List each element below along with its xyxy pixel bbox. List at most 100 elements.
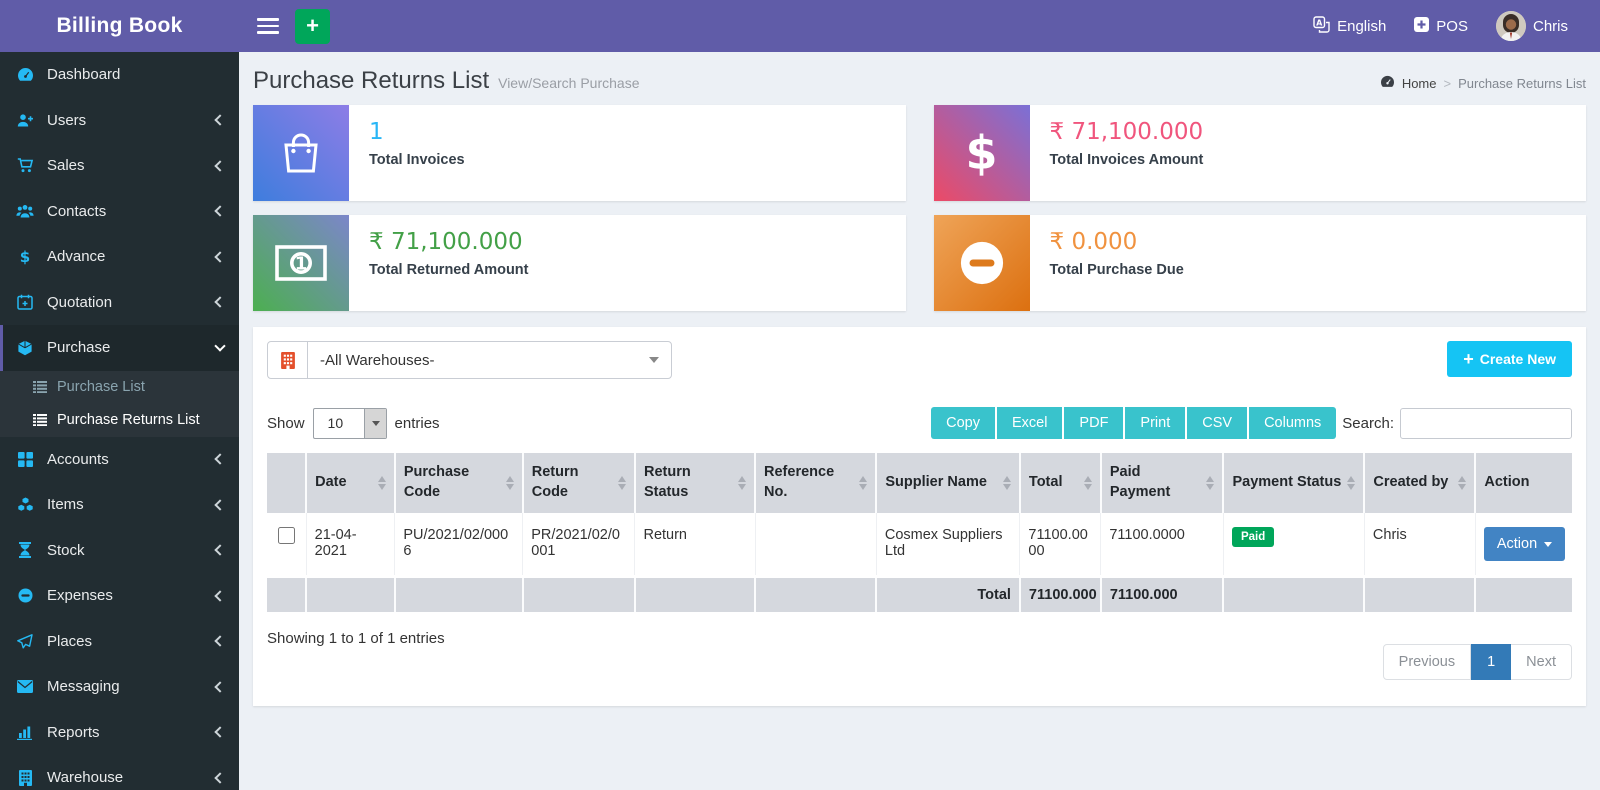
breadcrumb-current: Purchase Returns List [1458,75,1586,91]
plus-icon: + [1463,349,1474,369]
breadcrumb-home-link[interactable]: Home [1401,75,1437,91]
chevron-left-icon [214,590,226,602]
col-payment-status[interactable]: Payment Status [1223,453,1366,513]
sidebar-item-quotation[interactable]: Quotation [0,280,239,326]
main-content: Purchase Returns List View/Search Purcha… [239,0,1600,706]
col-return-status[interactable]: Return Status [634,453,757,513]
search-input[interactable] [1400,407,1572,439]
pos-label: POS [1436,17,1468,35]
chevron-left-icon [214,681,226,693]
show-label: Show [267,414,305,432]
menu-toggle-icon[interactable] [257,18,279,34]
print-button[interactable]: Print [1125,407,1186,439]
sidebar-item-places[interactable]: Places [0,619,239,665]
stat-value: ₹ 71,100.000 [1049,119,1204,145]
svg-text:A: A [1316,18,1323,27]
sidebar-item-items[interactable]: Items [0,482,239,528]
pos-button[interactable]: POS [1400,16,1482,36]
col-date[interactable]: Date [306,453,396,513]
col-reference-no[interactable]: Reference No. [755,453,878,513]
sort-icon [1347,476,1356,490]
cube-icon [15,340,35,356]
stat-label: Total Purchase Due [1049,262,1184,278]
cell-date: 21-04-2021 [306,513,396,577]
minus-circle-icon [15,588,35,603]
page-1-button[interactable]: 1 [1471,644,1512,680]
sort-icon [738,476,747,490]
cell-reference-no [755,513,877,577]
chevron-left-icon [214,499,226,511]
col-return-code[interactable]: Return Code [522,453,636,513]
stat-label: Total Returned Amount [369,262,529,278]
col-created-by[interactable]: Created by [1364,453,1477,513]
list-icon [33,381,47,393]
stat-value: ₹ 0.000 [1049,229,1138,255]
breadcrumb: Home > Purchase Returns List [1380,75,1586,91]
sidebar-item-stock[interactable]: Stock [0,528,239,574]
cell-paid-payment: 71100.0000 [1100,513,1224,577]
sidebar-item-reports[interactable]: Reports [0,710,239,756]
sidebar-item-expenses[interactable]: Expenses [0,573,239,619]
language-menu[interactable]: A English [1299,15,1400,37]
stat-card-total-purchase-due: ₹ 0.000 Total Purchase Due [933,215,1586,311]
action-button[interactable]: Action [1483,527,1566,561]
sidebar-item-warehouse[interactable]: Warehouse [0,755,239,790]
row-checkbox[interactable] [277,527,295,544]
users-group-icon [15,204,35,219]
col-action: Action [1475,453,1572,513]
footer-paid-value: 71100.000 [1100,575,1225,612]
warehouse-select[interactable]: -All Warehouses- [267,341,672,379]
cart-icon [15,158,35,173]
topbar: Billing Book + A English POS Chris [0,0,1600,52]
col-purchase-code[interactable]: Purchase Code [394,453,524,513]
table-row: 21-04-2021 PU/2021/02/0006 PR/2021/02/00… [267,513,1572,577]
list-panel: -All Warehouses- + Create New Show 10 en… [253,327,1586,706]
pdf-button[interactable]: PDF [1064,407,1124,439]
create-new-button[interactable]: + Create New [1447,341,1572,377]
stat-card-total-invoices: 1 Total Invoices [253,105,906,201]
user-menu[interactable]: Chris [1482,11,1582,41]
stat-label: Total Invoices Amount [1049,152,1204,168]
chevron-left-icon [214,296,226,308]
stat-value: 1 [369,119,384,145]
app-title: Billing Book [56,14,183,37]
quick-add-button[interactable]: + [295,8,330,44]
purchase-submenu: Purchase List Purchase Returns List [0,370,239,437]
columns-button[interactable]: Columns [1249,407,1337,439]
chevron-left-icon [214,251,226,263]
sidebar-item-sales[interactable]: Sales [0,143,239,189]
sidebar-item-purchase-returns-list[interactable]: Purchase Returns List [0,404,239,437]
col-total[interactable]: Total [1019,453,1102,513]
dollar-icon: $ [15,249,35,265]
sidebar-item-messaging[interactable]: Messaging [0,664,239,710]
search-label: Search: [1342,414,1394,432]
chevron-left-icon [214,453,226,465]
next-button[interactable]: Next [1511,644,1572,680]
sort-icon [1002,476,1011,490]
chevron-left-icon [214,726,226,738]
sidebar-item-purchase-list[interactable]: Purchase List [0,371,239,404]
sidebar-item-advance[interactable]: $ Advance [0,234,239,280]
previous-button[interactable]: Previous [1382,644,1472,680]
sidebar-item-purchase[interactable]: Purchase [0,325,239,371]
shopping-bag-icon [253,105,349,201]
col-supplier-name[interactable]: Supplier Name [876,453,1021,513]
cell-created-by: Chris [1364,513,1476,577]
export-button-group: Copy Excel PDF Print CSV Columns [931,407,1337,439]
svg-text:$: $ [20,249,30,265]
csv-button[interactable]: CSV [1187,407,1248,439]
sidebar-item-contacts[interactable]: Contacts [0,189,239,235]
excel-button[interactable]: Excel [996,407,1063,439]
copy-button[interactable]: Copy [931,407,995,439]
col-paid-payment[interactable]: Paid Payment [1100,453,1225,513]
sidebar-item-accounts[interactable]: Accounts [0,437,239,483]
avatar [1495,11,1526,41]
page-size-select[interactable]: 10 [312,407,387,439]
paper-plane-icon [15,633,35,649]
stat-card-total-returned-amount: 1 ₹ 71,100.000 Total Returned Amount [253,215,906,311]
sidebar-item-users[interactable]: Users [0,98,239,144]
chevron-down-icon [1544,541,1553,547]
table-header-row: Date Purchase Code Return Code Return St… [267,453,1572,513]
sidebar-item-dashboard[interactable]: Dashboard [0,52,239,98]
page-subtitle: View/Search Purchase [498,75,640,91]
